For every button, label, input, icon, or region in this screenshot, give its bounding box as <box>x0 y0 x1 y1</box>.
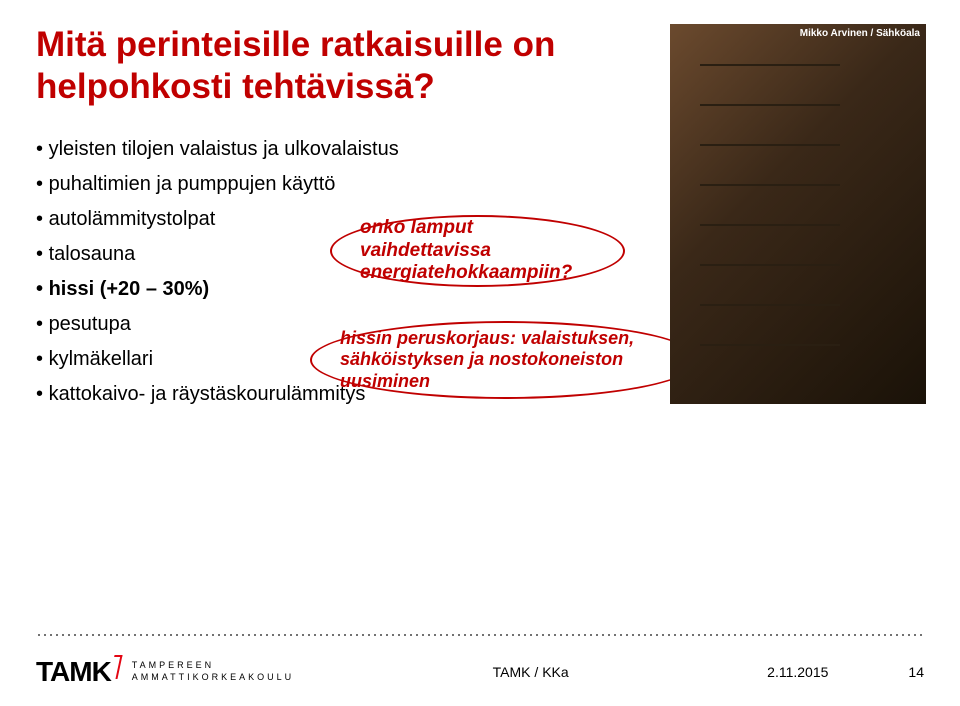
logo-text: TAMPEREEN AMMATTIKORKEAKOULU <box>132 660 294 683</box>
bullet-item: puhaltimien ja pumppujen käyttö <box>36 167 416 202</box>
callout-elevator: hissin peruskorjaus: valaistuksen, sähkö… <box>310 321 700 399</box>
callout-group: onko lamput vaihdettavissa energiatehokk… <box>310 215 670 399</box>
logo-mark: TAMK <box>36 656 111 687</box>
photo-credit: Mikko Arvinen / Sähköala <box>800 28 920 39</box>
title-line-1: Mitä perinteisille ratkaisuille on <box>36 25 555 64</box>
footer-page-number: 14 <box>908 664 924 680</box>
callout-lamps: onko lamput vaihdettavissa energiatehokk… <box>330 215 625 287</box>
logo-accent-icon <box>109 655 122 679</box>
photo-elevator: Mikko Arvinen / Sähköala <box>670 24 926 404</box>
footer-date: 2.11.2015 <box>767 664 828 680</box>
slide-footer: TAMK TAMPEREEN AMMATTIKORKEAKOULU TAMK /… <box>0 633 960 688</box>
callout-line: energiatehokkaampiin? <box>360 262 572 283</box>
callout-line: hissin peruskorjaus: valaistuksen, <box>340 328 634 348</box>
title-line-2: helpohkosti tehtävissä? <box>36 67 435 106</box>
callout-line: onko lamput vaihdettavissa <box>360 217 491 261</box>
logo-text-line: AMMATTIKORKEAKOULU <box>132 672 294 682</box>
logo: TAMK TAMPEREEN AMMATTIKORKEAKOULU <box>36 655 294 688</box>
logo-text-line: TAMPEREEN <box>132 660 214 670</box>
bullet-item: yleisten tilojen valaistus ja ulkovalais… <box>36 132 416 167</box>
callout-line: sähköistyksen ja nostokoneiston uusimine… <box>340 349 623 391</box>
elevator-gate-icon <box>700 64 880 394</box>
footer-center: TAMK / KKa <box>493 664 569 680</box>
dotted-divider <box>36 633 924 637</box>
